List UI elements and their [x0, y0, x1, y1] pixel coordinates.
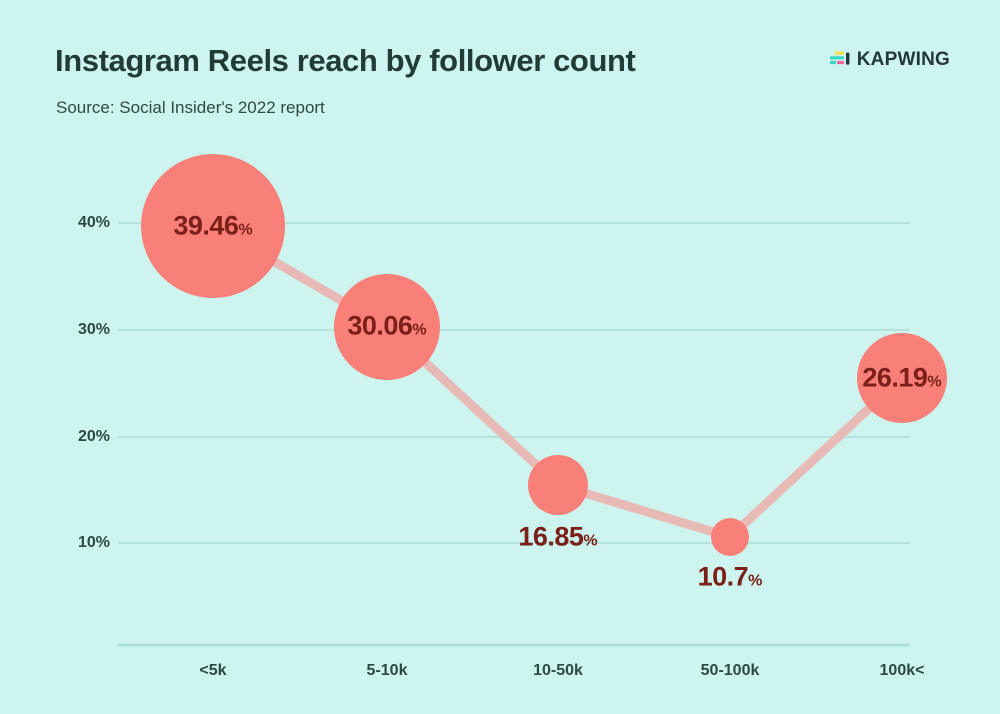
- data-bubble-50-100k[interactable]: [711, 518, 749, 556]
- data-label-50-100k: 10.7%: [697, 561, 763, 592]
- y-axis-tick-label: 40%: [77, 214, 110, 231]
- data-label-percent-sign: %: [412, 321, 427, 339]
- x-axis-tick-label: 100k<: [879, 662, 925, 679]
- data-label-value: 26.19: [862, 362, 928, 393]
- data-label-100k<: 26.19%: [862, 362, 942, 393]
- data-bubble-<5k[interactable]: [141, 154, 285, 298]
- x-axis-tick-label: 10-50k: [533, 662, 583, 679]
- data-bubble-10-50k[interactable]: [528, 455, 588, 515]
- data-label-value: 39.46: [173, 210, 239, 241]
- x-axis-tick-label: 5-10k: [366, 662, 408, 679]
- page-title: Instagram Reels reach by follower count: [55, 43, 636, 78]
- data-label-percent-sign: %: [927, 373, 942, 391]
- y-axis-tick-label: 10%: [77, 534, 110, 551]
- data-label-value: 30.06: [347, 310, 413, 341]
- data-label-percent-sign: %: [583, 532, 598, 550]
- data-label-5-10k: 30.06%: [347, 310, 427, 341]
- kapwing-bars-icon: [829, 51, 850, 65]
- data-label-<5k: 39.46%: [173, 210, 253, 241]
- y-axis-tick-label: 30%: [77, 321, 110, 338]
- data-label-value: 10.7: [697, 561, 749, 592]
- x-axis-tick-label: 50-100k: [700, 662, 760, 679]
- kapwing-logo[interactable]: KAPWING: [829, 46, 950, 72]
- data-label-percent-sign: %: [748, 572, 763, 590]
- data-bubble-5-10k[interactable]: [334, 274, 440, 380]
- data-bubble-100k<[interactable]: [857, 333, 947, 423]
- data-label-value: 16.85: [518, 521, 584, 552]
- y-axis-tick-label: 20%: [77, 428, 110, 445]
- data-label-10-50k: 16.85%: [518, 521, 598, 552]
- brand-name: KAPWING: [856, 48, 950, 70]
- chart-source-subtitle: Source: Social Insider's 2022 report: [56, 98, 325, 117]
- x-axis-tick-label: <5k: [199, 662, 227, 679]
- data-bubbles-group: [141, 154, 947, 556]
- chart-header: Instagram Reels reach by follower count …: [0, 0, 1000, 135]
- data-label-percent-sign: %: [238, 221, 253, 239]
